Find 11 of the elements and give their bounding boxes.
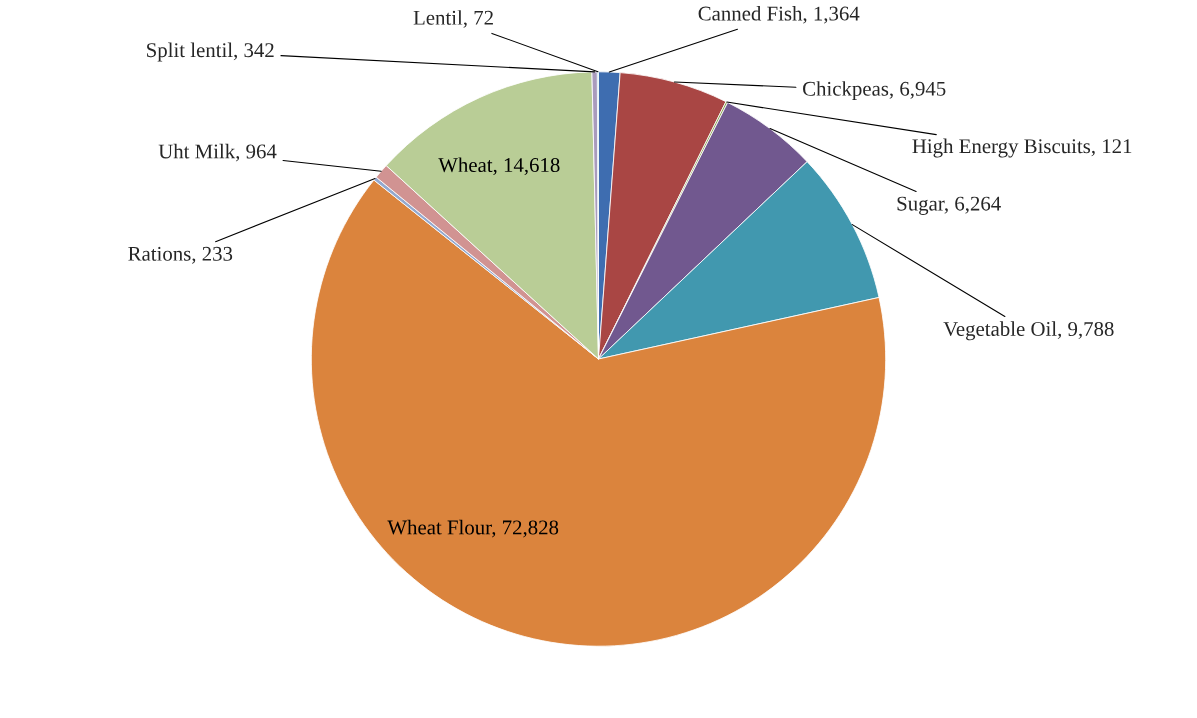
slice-label: Split lentil, 342 <box>147 42 274 62</box>
slice-label: Chickpeas, 6,945 <box>803 81 946 101</box>
slice-label: High Energy Biscuits, 121 <box>912 138 1132 158</box>
slice-label: Wheat Flour, 72,828 <box>387 519 559 538</box>
slice-label: Canned Fish, 1,364 <box>698 5 860 24</box>
slice-label: Sugar, 6,264 <box>897 196 1001 215</box>
slice-label: Uht Milk, 964 <box>158 143 277 162</box>
slice-label: Wheat, 14,618 <box>438 157 560 176</box>
slice-label: Rations, 233 <box>128 246 233 264</box>
slice-label: Lentil, 72 <box>413 10 493 28</box>
slice-label: Vegetable Oil, 9,788 <box>943 321 1114 341</box>
